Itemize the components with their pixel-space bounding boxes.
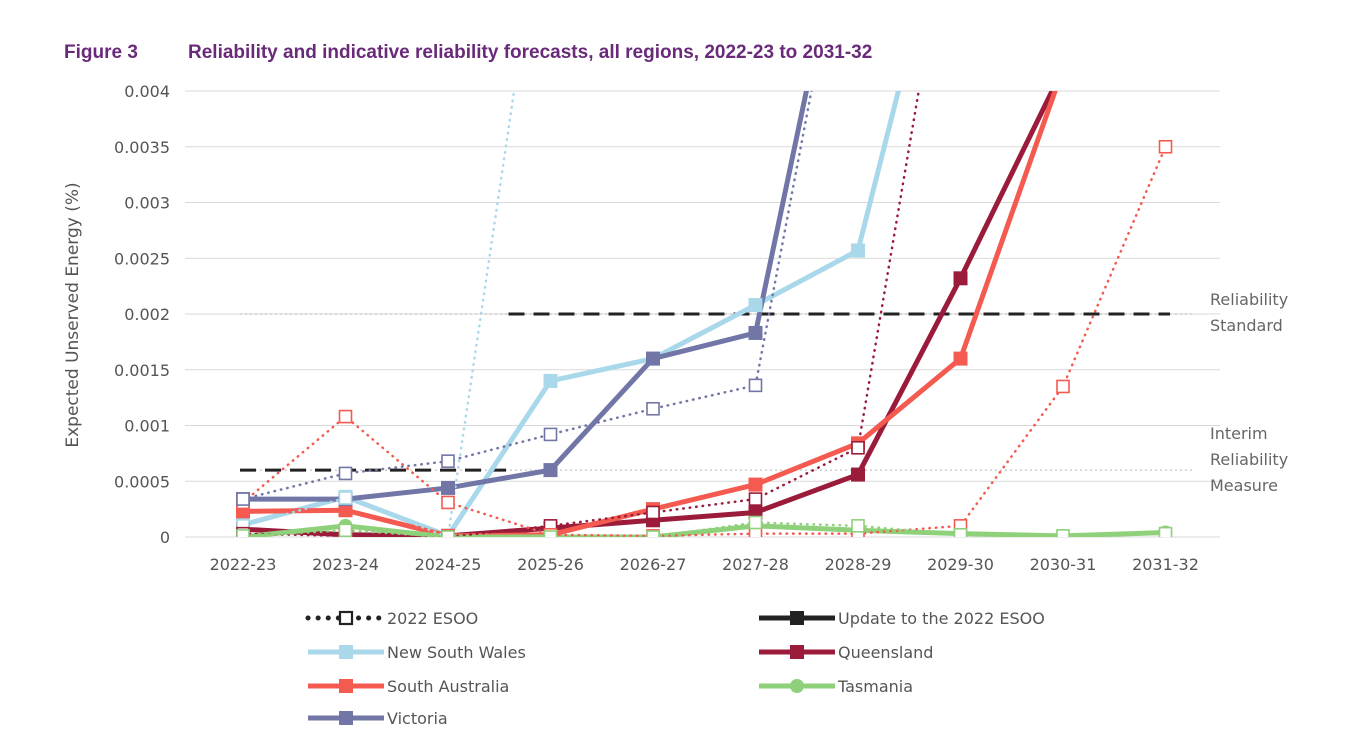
data-point-marker [1056, 529, 1070, 537]
data-point-marker [338, 491, 353, 505]
series-line-new-south-wales [242, 91, 901, 537]
legend-label: Victoria [387, 709, 448, 728]
y-tick-labels: 0 0.0005 0.001 0.0015 0.002 0.0025 0.003 0.0035… [114, 82, 170, 547]
data-point-marker [1158, 139, 1173, 154]
legend-label: Update to the 2022 ESOO [838, 609, 1045, 628]
data-point-marker [748, 515, 763, 530]
reference-label: Standard [1210, 316, 1283, 335]
x-tick-label: 2028-29 [825, 555, 892, 574]
data-point-marker [748, 492, 763, 506]
y-tick-label: 0.0025 [114, 249, 170, 268]
data-point-marker [441, 454, 455, 468]
data-point-marker [441, 530, 455, 537]
y-tick-label: 0.0035 [114, 138, 170, 157]
marker-group [236, 139, 1173, 537]
y-tick-label: 0.003 [124, 194, 170, 213]
data-point-marker [543, 530, 558, 537]
y-tick-label: 0.0005 [114, 472, 170, 491]
data-point-marker [748, 526, 763, 537]
y-tick-label: 0.001 [124, 417, 170, 436]
figure-title: Figure 3 Reliability and indicative relia… [64, 42, 872, 64]
data-point-marker [338, 466, 353, 481]
x-tick-label: 2026-27 [620, 555, 687, 574]
data-point-marker [441, 480, 455, 495]
legend-label: New South Wales [387, 643, 526, 662]
y-tick-label: 0.002 [124, 305, 170, 324]
series-line-south-australia [242, 91, 1058, 537]
data-point-marker [543, 373, 558, 388]
legend-swatch-marker [339, 645, 353, 659]
data-point-marker [441, 495, 455, 510]
x-tick-label: 2023-24 [312, 555, 379, 574]
y-tick-label: 0.004 [124, 82, 170, 101]
data-point-marker [851, 243, 865, 258]
data-point-marker [338, 523, 353, 537]
series-line-victoria [243, 91, 809, 502]
x-tick-labels: 2022-23 2023-24 2024-25 2025-26 2026-27 2027-… [210, 555, 1199, 574]
data-point-marker [646, 401, 660, 416]
x-tick-label: 2029-30 [927, 555, 994, 574]
data-point-marker [748, 378, 763, 393]
y-tick-label: 0.0015 [114, 361, 170, 380]
series-line-queensland-2022-esoo [241, 91, 921, 537]
data-point-marker [1158, 526, 1173, 537]
data-point-marker [236, 529, 250, 537]
legend-label: Tasmania [837, 677, 913, 696]
data-point-marker [748, 298, 763, 313]
x-tick-label: 2027-28 [722, 555, 789, 574]
data-point-marker [1056, 379, 1070, 394]
x-tick-label: 2024-25 [415, 555, 482, 574]
data-point-marker [543, 427, 558, 442]
data-point-marker [953, 527, 968, 537]
data-point-marker [338, 503, 353, 518]
figure-title-text: Reliability and indicative reliability f… [188, 42, 873, 63]
y-axis-label: Expected Unserved Energy (%) [63, 182, 83, 447]
y-tick-label: 0 [160, 528, 170, 547]
legend-swatch-marker [338, 610, 354, 626]
legend-label: South Australia [387, 677, 509, 696]
legend-swatch-marker [790, 645, 804, 659]
series-group [241, 91, 1167, 537]
legend-swatch-marker [790, 611, 804, 625]
reference-label: Reliability [1210, 290, 1288, 309]
reference-lines [240, 312, 1195, 472]
legend: 2022 ESOO Update to the 2022 ESOO New Sout… [305, 609, 1045, 728]
data-point-marker [748, 325, 763, 340]
data-point-marker [953, 271, 968, 286]
data-point-marker [851, 440, 865, 455]
data-point-marker [646, 351, 660, 366]
data-point-marker [338, 409, 353, 424]
data-point-marker [851, 467, 865, 482]
data-point-marker [646, 505, 660, 520]
figure-number: Figure 3 [64, 42, 138, 63]
series-line-tasmania [242, 523, 1166, 537]
data-point-marker [543, 463, 558, 478]
data-point-marker [236, 492, 250, 506]
reference-label: Reliability [1210, 450, 1288, 469]
data-point-marker [953, 351, 968, 366]
series-line-south-australia-2022-esoo [241, 145, 1167, 537]
data-point-marker [646, 530, 660, 537]
reference-label: Interim [1210, 424, 1268, 443]
data-point-marker [851, 519, 865, 533]
series-line-new-south-wales-2022-esoo [241, 91, 516, 537]
series-line-tasmania-2022-esoo [241, 521, 1167, 537]
series-line-victoria-2022-esoo [241, 91, 813, 501]
x-tick-label: 2030-31 [1030, 555, 1097, 574]
x-tick-label: 2025-26 [517, 555, 584, 574]
legend-swatch-marker [339, 679, 353, 693]
reference-annotations: Reliability Standard Interim Reliability Mea… [1210, 290, 1288, 495]
legend-label: 2022 ESOO [387, 609, 478, 628]
x-tick-label: 2022-23 [210, 555, 277, 574]
legend-label: Queensland [838, 643, 933, 662]
data-point-marker [748, 477, 763, 492]
x-tick-label: 2031-32 [1132, 555, 1199, 574]
reference-label: Measure [1210, 476, 1278, 495]
legend-swatch-marker [339, 711, 353, 725]
series-line-queensland [242, 91, 1055, 537]
legend-swatch-marker [790, 679, 804, 693]
